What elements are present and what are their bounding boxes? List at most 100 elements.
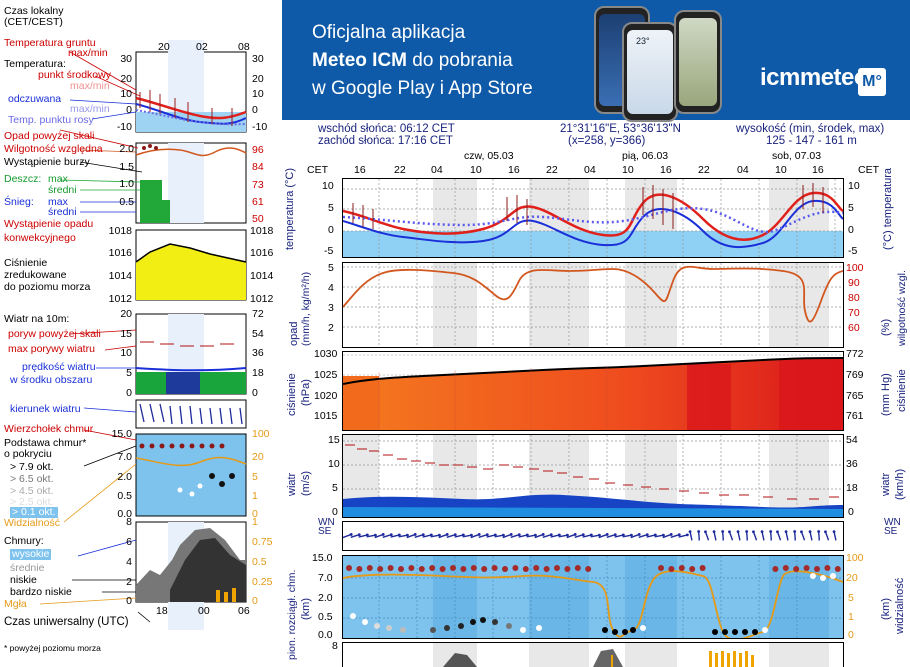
legend-top-hour-2: 02 xyxy=(196,41,208,53)
hum-tick-right: 70 xyxy=(848,307,860,319)
wind-arrow-head xyxy=(800,530,803,534)
wind-tick-right: 0 xyxy=(848,506,854,518)
cloud-base-dot xyxy=(374,623,380,629)
app-promo-banner[interactable]: Oficjalna aplikacja Meteo ICM do pobrani… xyxy=(282,0,910,122)
legend-wind-tick-r: 54 xyxy=(252,328,264,340)
wind-arrow xyxy=(446,534,456,538)
clouds-panel[interactable] xyxy=(342,642,844,667)
wind-arrow xyxy=(800,531,806,541)
cloud-base-dot xyxy=(536,625,542,631)
temp-tick-left: 0 xyxy=(328,224,334,236)
legend-precip-tick: 1.5 xyxy=(119,161,134,173)
legend-utc-hour: 00 xyxy=(198,605,210,617)
legend-pressure-label: do poziomu morza xyxy=(4,281,91,293)
day-label: pią, 06.03 xyxy=(622,150,669,162)
wind-arrow-head xyxy=(712,530,716,533)
wind-arrow xyxy=(728,531,734,541)
cloud-base-dot xyxy=(622,629,628,635)
cloud-base-dot xyxy=(640,625,646,631)
coords-text: 21°31'16"E, 53°36'13"N xyxy=(560,123,681,135)
cloud-visibility-panel[interactable] xyxy=(342,555,844,639)
compass-left: WN SE xyxy=(318,518,335,537)
wind-arrow xyxy=(422,534,432,538)
banner-download: do pobrania xyxy=(407,50,513,71)
precip-axis-left-label: opad xyxy=(288,322,300,346)
wind-arrow-head xyxy=(669,533,673,536)
vis-tick-right: 5 xyxy=(848,592,854,604)
temp-axis-unit: (°C) xyxy=(284,167,296,188)
wind-arrow xyxy=(678,534,688,538)
cloud-top-dot xyxy=(377,566,384,572)
wind-arrow-head xyxy=(745,530,749,533)
legend-graphics xyxy=(39,40,247,630)
legend-cloud-base: Podstawa chmur* xyxy=(4,437,87,449)
sunset-text: zachód słońca: 17:16 CET xyxy=(318,135,453,147)
wind-arrow xyxy=(510,534,520,538)
legend-hum-tick: 84 xyxy=(252,161,264,173)
cloud-top-dot xyxy=(439,566,446,572)
cloud-axis-unit: (km) xyxy=(300,598,312,620)
hum-tick-right: 80 xyxy=(848,292,860,304)
pressure-axis-right-unit: (mm Hg) xyxy=(880,373,892,416)
legend-okt-25: > 2.5 okt. xyxy=(10,496,54,508)
legend-cl-tick: 8 xyxy=(126,516,132,528)
legend-mid-point: punkt środkowy xyxy=(38,69,111,81)
wind-arrow xyxy=(769,531,773,541)
legend-temp-tick-r: 30 xyxy=(252,53,264,65)
vis-axis-name: widzialność xyxy=(894,577,906,634)
wind-panel[interactable] xyxy=(342,434,844,518)
legend-snow-mid: średni xyxy=(48,206,77,218)
legend-top-hour-1: 20 xyxy=(158,41,170,53)
cloud-top-dot xyxy=(470,565,477,571)
wind-arrow-head xyxy=(509,533,513,536)
wind-arrow xyxy=(454,534,464,538)
cloud-top-dot xyxy=(366,565,373,571)
temp-axis-unit-r: (°C) xyxy=(882,230,894,250)
wind-arrow-head xyxy=(769,530,773,533)
wind-arrow xyxy=(662,533,672,539)
precip-tick-left: 5 xyxy=(328,262,334,274)
legend-pressure-tick-r: 1016 xyxy=(250,247,274,259)
temperature-chart xyxy=(343,179,843,257)
hour-label: 16 xyxy=(508,164,520,176)
wind-arrow-head xyxy=(728,530,731,534)
vis-tick-right: 20 xyxy=(846,572,858,584)
temp-axis-left-label: temperatura (°C) xyxy=(284,168,296,250)
legend-cl-tick: 6 xyxy=(126,536,132,548)
legend-rain-max: max xyxy=(48,173,68,185)
wind-arrow xyxy=(462,534,472,538)
wind-arrow xyxy=(761,531,765,541)
legend-storm: Wystąpienie burzy xyxy=(4,156,90,168)
legend-pressure-label: zredukowane xyxy=(4,269,67,281)
wind-arrow-head xyxy=(525,533,529,537)
legend-wind-tick-r: 18 xyxy=(252,367,264,379)
legend-hum-tick: 96 xyxy=(252,144,264,156)
cloud-tick-left: 0.0 xyxy=(318,629,333,641)
legend-wind-tick-r: 36 xyxy=(252,347,264,359)
cloud-base-dot xyxy=(612,629,618,635)
cloud-base-dot xyxy=(712,629,718,635)
cloud-tick-left: 15.0 xyxy=(312,552,333,564)
banner-line-2: Meteo ICM do pobrania xyxy=(312,50,513,72)
cloud-base-dot xyxy=(350,613,356,619)
wind-arrow-head xyxy=(760,530,764,533)
wind-direction-panel[interactable] xyxy=(342,521,844,551)
precipitation-panel[interactable] xyxy=(342,262,844,348)
legend-pressure-tick: 1018 xyxy=(108,225,132,237)
wind-arrow xyxy=(390,534,400,538)
temperature-panel[interactable] xyxy=(342,178,844,258)
pressure-panel[interactable] xyxy=(342,351,844,431)
cloud-base-dot xyxy=(602,627,608,633)
legend-wind-mid-area: w środku obszaru xyxy=(10,374,93,386)
legend-cloud-tick: 0.0 xyxy=(117,508,132,520)
wind-arrow-head xyxy=(817,530,821,533)
wind-arrow xyxy=(382,534,392,538)
legend-max-min-1: max/min xyxy=(70,80,110,92)
legend-cover: o pokryciu xyxy=(4,448,52,460)
wind-arrow xyxy=(350,534,360,538)
wind-arrow-head xyxy=(613,533,617,537)
wind-arrow-head xyxy=(685,533,689,537)
legend-feels-like: odczuwana xyxy=(8,93,62,105)
wind-arrow-head xyxy=(493,533,497,537)
cloud-base-dot xyxy=(722,629,728,635)
